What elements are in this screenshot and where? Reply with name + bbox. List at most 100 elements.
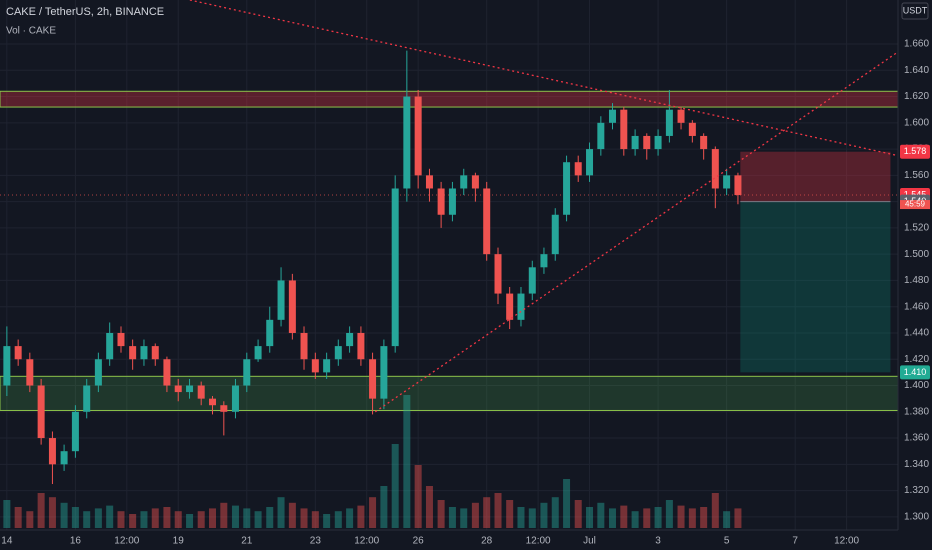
volume-bar	[471, 502, 479, 528]
candle-body	[334, 346, 342, 360]
y-tick-label: 1.460	[904, 301, 929, 312]
volume-bar	[231, 505, 239, 528]
volume-bar	[174, 511, 182, 528]
volume-bar	[60, 502, 68, 528]
volume-bar	[643, 508, 651, 528]
candle-body	[357, 332, 365, 360]
volume-bar	[437, 500, 445, 528]
target-zone	[740, 201, 891, 373]
volume-bar	[266, 507, 274, 528]
trendline	[374, 51, 898, 413]
y-tick-label: 1.420	[904, 354, 929, 365]
candle-body	[631, 135, 639, 150]
volume-bar	[551, 497, 559, 528]
volume-bar	[688, 508, 696, 528]
volume-bar	[654, 507, 662, 528]
x-tick-label: 16	[70, 536, 82, 547]
candle-body	[140, 346, 148, 360]
y-tick-label: 1.480	[904, 275, 929, 286]
candle-body	[460, 175, 468, 189]
candle-body	[266, 319, 274, 347]
candle-body	[3, 346, 11, 386]
volume-bar	[460, 508, 468, 528]
candle-body	[288, 280, 296, 333]
volume-bar	[197, 511, 205, 528]
volume-bar	[48, 497, 56, 528]
candle-body	[586, 149, 594, 176]
y-tick-label: 1.600	[904, 117, 929, 128]
trendline	[189, 0, 898, 157]
candle-body	[643, 135, 651, 150]
volume-bar	[37, 493, 45, 528]
y-tick-label: 1.360	[904, 433, 929, 444]
y-tick-label: 1.400	[904, 380, 929, 391]
candle-body	[83, 385, 91, 412]
candle-body	[437, 188, 445, 215]
candle-body	[37, 385, 45, 439]
volume-bar	[220, 502, 228, 528]
price-marker-label: 1.578	[904, 146, 927, 156]
volume-bar	[700, 507, 708, 528]
volume-bar	[723, 511, 731, 528]
y-tick-label: 1.320	[904, 485, 929, 496]
x-tick-label: 19	[173, 536, 185, 547]
volume-bar	[151, 508, 159, 528]
candle-body	[425, 175, 433, 189]
volume-bar	[3, 500, 11, 528]
candle-body	[688, 122, 696, 136]
candle-body	[665, 109, 673, 136]
candle-body	[186, 385, 194, 393]
volume-bar	[369, 497, 377, 528]
plot-area	[0, 0, 898, 530]
x-tick-label: 12:00	[526, 536, 551, 547]
candle-body	[48, 438, 56, 465]
candle-body	[174, 385, 182, 393]
candle-body	[448, 188, 456, 215]
volume-bar	[117, 511, 125, 528]
currency-box[interactable]	[901, 2, 929, 20]
volume-bar	[574, 500, 582, 528]
volume-bar	[448, 507, 456, 528]
volume-bar	[334, 511, 342, 528]
volume-bar	[288, 502, 296, 528]
candle-body	[506, 293, 514, 320]
candle-body	[243, 359, 251, 386]
candle-body	[26, 359, 34, 386]
candle-body	[71, 411, 79, 452]
volume-bar	[71, 507, 79, 528]
volume-bar	[528, 508, 536, 528]
candle-body	[220, 405, 228, 412]
candle-body	[597, 122, 605, 150]
volume-bar	[563, 479, 571, 528]
zone	[0, 375, 898, 411]
candle-body	[231, 385, 239, 412]
volume-bar	[186, 514, 194, 528]
y-tick-label: 1.520	[904, 223, 929, 234]
candle-body	[106, 332, 114, 360]
candle-body	[494, 254, 502, 294]
candle-body	[209, 398, 217, 406]
candle-body	[414, 96, 422, 176]
candle-body	[551, 214, 559, 255]
candle-body	[277, 280, 285, 320]
x-tick-label: 7	[792, 536, 798, 547]
volume-bar	[277, 497, 285, 528]
volume-bar	[26, 511, 34, 528]
volume-bar	[391, 444, 399, 528]
candle-body	[380, 346, 388, 399]
volume-bar	[209, 508, 217, 528]
x-tick-label: 23	[310, 536, 322, 547]
volume-bar	[586, 507, 594, 528]
volume-bar	[597, 502, 605, 528]
candle-body	[197, 385, 205, 399]
volume-bar	[620, 505, 628, 528]
candle-body	[300, 332, 308, 360]
volume-label: Vol · CAKE	[6, 26, 56, 37]
x-tick-label: 12:00	[114, 536, 139, 547]
candle-body	[254, 346, 262, 360]
volume-bar	[163, 507, 171, 528]
currency[interactable]: USDT	[903, 5, 928, 15]
candle-body	[94, 359, 102, 386]
volume-bar	[311, 511, 319, 528]
volume-bar	[254, 511, 262, 528]
